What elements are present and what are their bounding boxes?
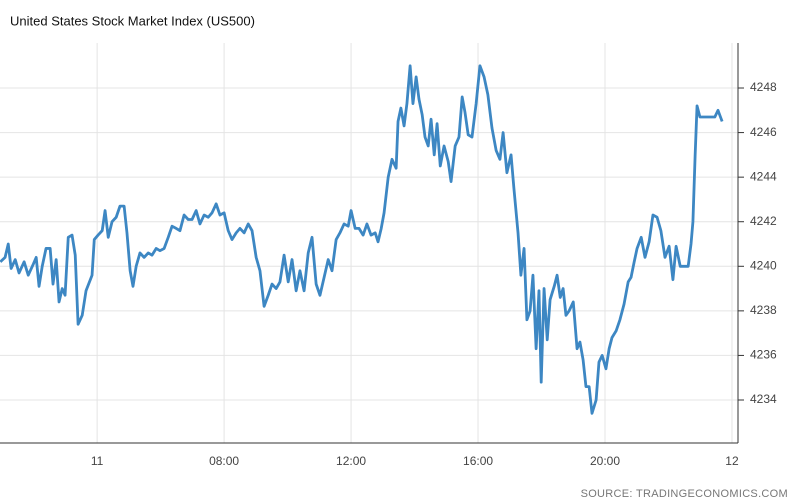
y-tick-label: 4234 [750, 392, 777, 406]
source: SOURCE: TRADINGECONOMICS.COM [581, 488, 788, 500]
y-tick-label: 4248 [750, 80, 777, 94]
y-tick-label: 4242 [750, 214, 777, 228]
y-tick-label: 4236 [750, 348, 777, 362]
y-tick-label: 4246 [750, 125, 777, 139]
price-line [0, 64, 724, 415]
x-tick-label: 12:00 [336, 454, 366, 468]
x-tick-label: 20:00 [590, 454, 620, 468]
y-tick-label: 4244 [750, 169, 777, 183]
y-tick-label: 4238 [750, 303, 777, 317]
chart-title: United States Stock Market Index (US500) [10, 13, 255, 28]
x-tick-label: 08:00 [209, 454, 239, 468]
x-tick-label: 12 [725, 454, 739, 468]
x-tick-label: 11 [91, 454, 104, 468]
y-tick-label: 4240 [750, 258, 777, 272]
x-tick-label: 16:00 [463, 454, 493, 468]
